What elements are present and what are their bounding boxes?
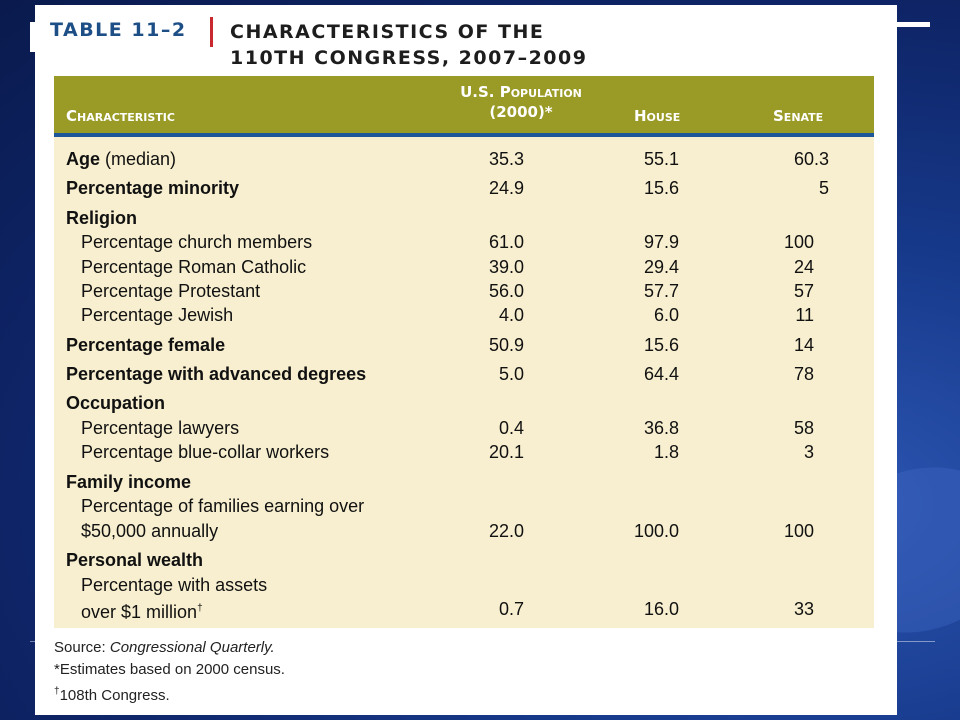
cell-population: 0.7	[498, 599, 524, 619]
dagger-note-text: 108th Congress.	[59, 687, 170, 704]
table-row-label: over $1 million†	[81, 598, 203, 623]
cell-senate: 57	[793, 281, 814, 301]
row-label-text: over $1 million	[81, 602, 198, 622]
cell-population: 0.4	[498, 418, 524, 438]
dagger-mark: †	[197, 603, 203, 614]
data-table: Characteristic U.S. Population (2000)* H…	[54, 76, 874, 628]
table-section-label: Personal wealth	[66, 550, 204, 570]
title-line: CHARACTERISTICS OF THE	[230, 21, 545, 43]
table-number: TABLE 11–2	[50, 19, 187, 41]
cell-house: 55.1	[643, 149, 679, 169]
column-header-population-line: (2000)*	[489, 103, 553, 121]
table-row-label: Age (median)	[66, 148, 176, 170]
row-label-bold: Age	[66, 149, 101, 169]
table-row-label: Percentage female	[66, 335, 226, 355]
cell-senate: 60.3	[793, 149, 829, 169]
table-row-label: Percentage minority	[66, 178, 240, 198]
column-header-characteristic: Characteristic	[66, 107, 175, 125]
table-notes: Source: Congressional Quarterly. *Estima…	[54, 637, 285, 707]
title-line: 110TH CONGRESS, 2007–2009	[230, 47, 588, 69]
table-row-label: Percentage Jewish	[81, 305, 234, 325]
source-name: Congressional Quarterly.	[109, 639, 275, 656]
cell-house: 15.6	[643, 178, 679, 198]
cell-senate: 11	[795, 305, 814, 325]
cell-population: 61.0	[488, 232, 524, 252]
cell-house: 16.0	[643, 599, 679, 619]
table-row-label: Percentage Protestant	[81, 281, 261, 301]
cell-house: 1.8	[653, 442, 679, 462]
cell-senate: 100	[783, 232, 814, 252]
cell-house: 15.6	[643, 335, 679, 355]
table-sheet: TABLE 11–2 CHARACTERISTICS OF THE 110TH …	[35, 5, 897, 715]
cell-house: 64.4	[643, 364, 679, 384]
source-prefix: Source:	[54, 639, 110, 656]
cell-population: 5.0	[498, 364, 524, 384]
cell-house: 57.7	[643, 281, 679, 301]
column-header-population-line: U.S. Population	[460, 83, 582, 101]
cell-house: 100.0	[633, 521, 679, 541]
cell-house: 29.4	[643, 257, 679, 277]
title-separator	[210, 17, 213, 47]
cell-senate: 14	[793, 335, 814, 355]
cell-senate: 78	[793, 364, 814, 384]
table-title-text: CHARACTERISTICS OF THE 110TH CONGRESS, 2…	[230, 19, 650, 71]
row-label-suffix: (median)	[100, 149, 177, 169]
cell-population: 20.1	[488, 442, 524, 462]
dagger-mark: †	[54, 686, 60, 697]
header-rule	[54, 133, 874, 137]
cell-senate: 5	[818, 178, 829, 198]
table-row-label: Percentage with assets	[81, 575, 268, 595]
table-section-label: Religion	[66, 208, 137, 228]
dagger-note: †108th Congress.	[54, 681, 285, 707]
cell-population: 50.9	[488, 335, 524, 355]
table-row-label: Percentage with advanced degrees	[66, 364, 367, 384]
table-row-label: Percentage blue-collar workers	[81, 442, 330, 462]
estimate-note: *Estimates based on 2000 census.	[54, 661, 285, 678]
slide-accent-bar	[30, 22, 35, 52]
cell-population: 24.9	[488, 178, 524, 198]
table-row-label: Percentage of families earning over	[81, 496, 365, 516]
cell-population: 39.0	[488, 257, 524, 277]
cell-population: 4.0	[498, 305, 524, 325]
column-header-house: House	[634, 107, 681, 125]
cell-house: 97.9	[643, 232, 679, 252]
table-header: Characteristic U.S. Population (2000)* H…	[54, 76, 874, 133]
table-row-label: Percentage lawyers	[81, 418, 240, 438]
table-row-label: Percentage Roman Catholic	[81, 257, 307, 277]
cell-senate: 24	[793, 257, 814, 277]
cell-population: 56.0	[488, 281, 524, 301]
slide-accent-bar	[897, 22, 930, 27]
table-row-label: $50,000 annually	[81, 521, 219, 541]
cell-house: 36.8	[643, 418, 679, 438]
cell-population: 35.3	[488, 149, 524, 169]
cell-senate: 33	[793, 599, 814, 619]
table-section-label: Family income	[66, 472, 192, 492]
cell-house: 6.0	[653, 305, 679, 325]
cell-senate: 100	[783, 521, 814, 541]
cell-senate: 58	[793, 418, 814, 438]
cell-population: 22.0	[488, 521, 524, 541]
column-header-population: U.S. Population (2000)*	[446, 82, 596, 122]
table-row-label: Percentage church members	[81, 232, 313, 252]
cell-senate: 3	[803, 442, 814, 462]
column-header-senate: Senate	[773, 107, 824, 125]
table-section-label: Occupation	[66, 393, 166, 413]
source-note: Source: Congressional Quarterly.	[54, 637, 285, 659]
